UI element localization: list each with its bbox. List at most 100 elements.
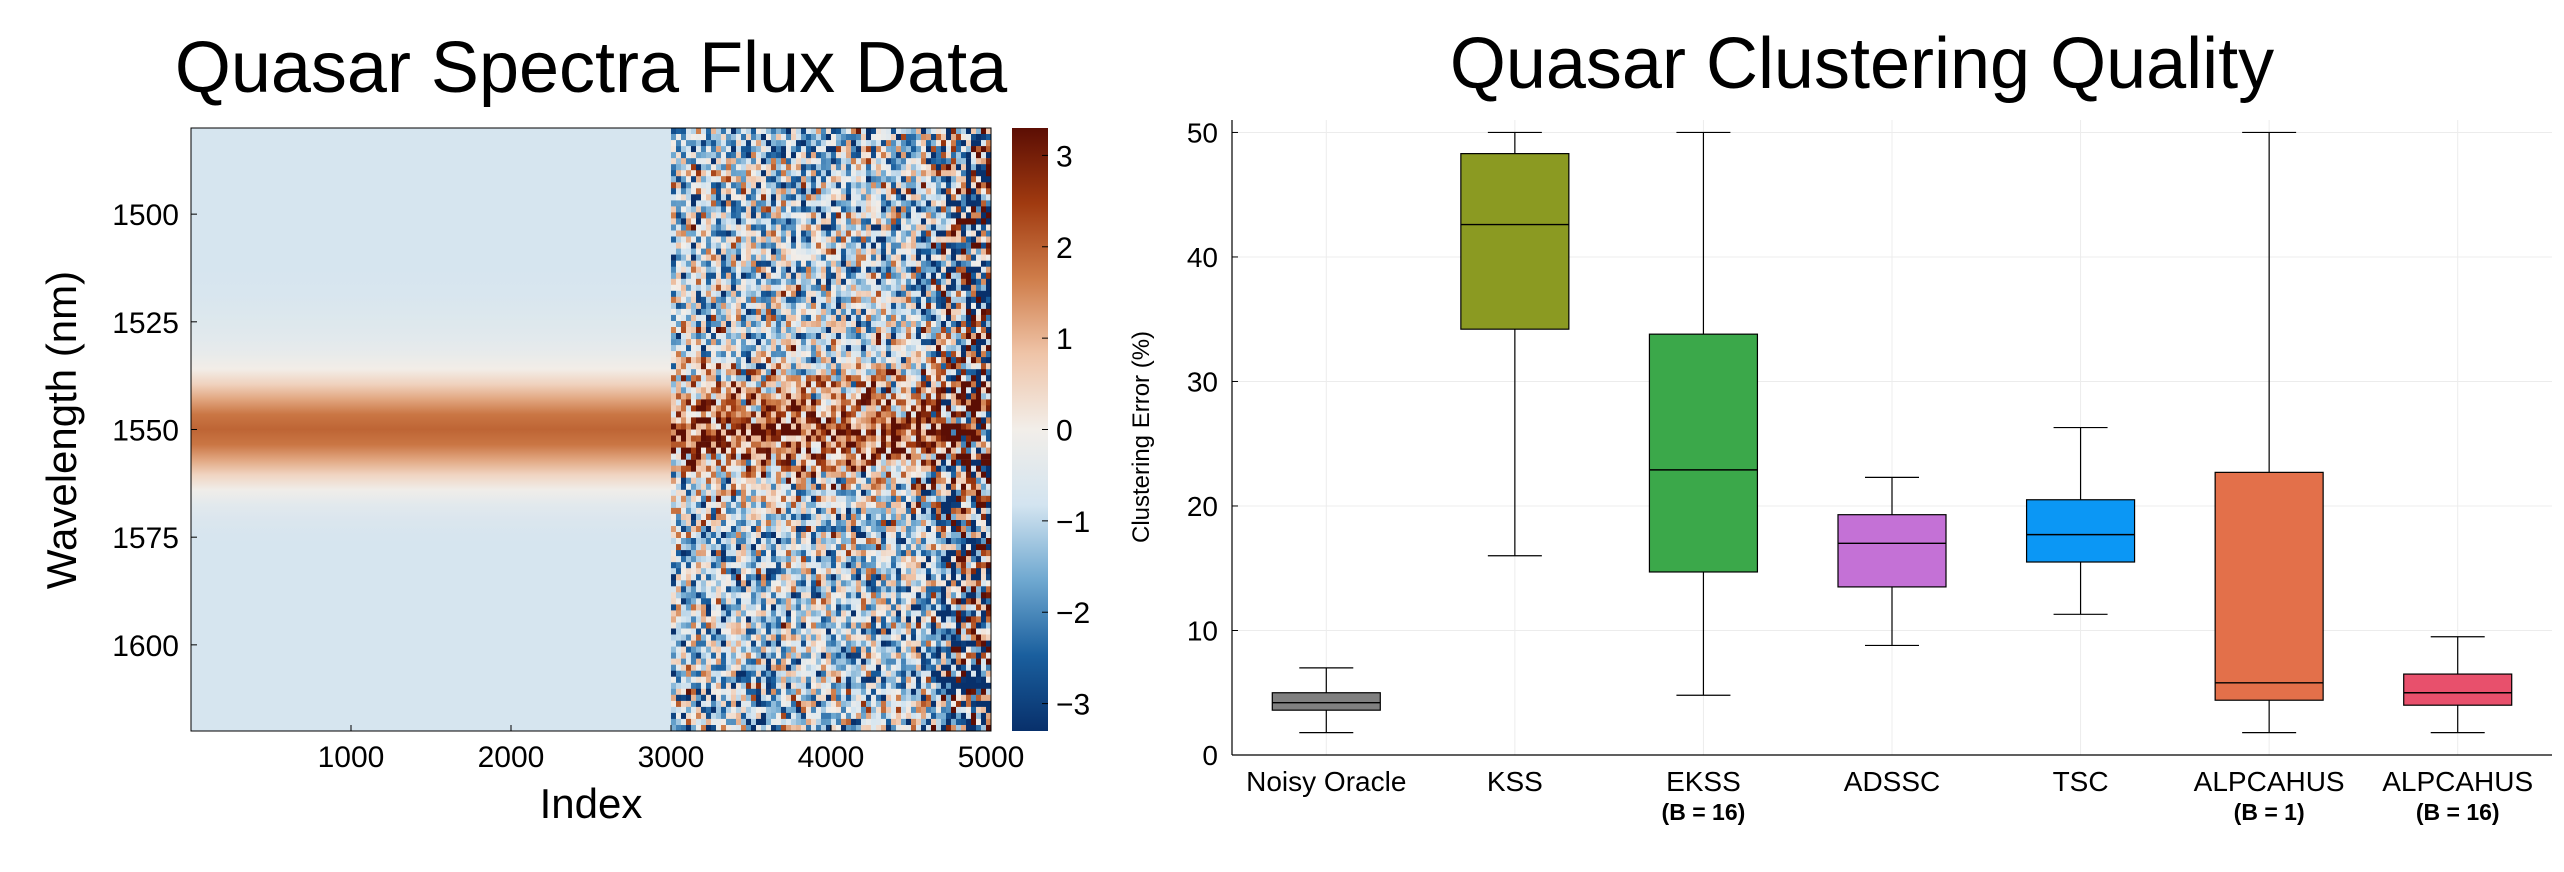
heatmap-cell — [681, 290, 686, 298]
heatmap-cell — [686, 725, 691, 731]
heatmap-cell — [686, 369, 691, 376]
heatmap-cell — [681, 224, 686, 231]
heatmap-cell — [691, 308, 696, 316]
heatmap-cell — [676, 242, 681, 249]
heatmap-cell — [671, 520, 676, 527]
heatmap-cell — [691, 610, 696, 617]
heatmap-cell — [676, 694, 681, 702]
heatmap-cell — [676, 544, 681, 551]
heatmap-cell — [676, 652, 681, 659]
heatmap-cell — [681, 658, 686, 665]
heatmap-cell — [691, 218, 696, 225]
heatmap-cell — [671, 327, 676, 334]
heatmap-cell — [676, 375, 681, 382]
heatmap-cell — [671, 188, 676, 195]
heatmap-cell — [681, 550, 686, 557]
heatmap-cell — [691, 188, 696, 195]
heatmap-cell — [681, 447, 686, 454]
heatmap-cell — [686, 308, 691, 316]
heatmap-cell — [686, 321, 691, 328]
heatmap-cell — [691, 333, 696, 340]
heatmap-cell — [681, 128, 686, 135]
heatmap-cell — [671, 128, 676, 135]
heatmap-cell — [681, 538, 686, 545]
heatmap-cell — [686, 327, 691, 334]
heatmap-cell — [676, 387, 681, 394]
heatmap-cell — [676, 586, 681, 593]
heatmap-cell — [671, 562, 676, 569]
heatmap-cell — [671, 634, 676, 641]
heatmap-cell — [676, 357, 681, 364]
heatmap-cell — [676, 158, 681, 165]
heatmap-cell — [681, 182, 686, 189]
heatmap-cell — [691, 212, 696, 219]
heatmap-cell — [671, 230, 676, 237]
heatmap-cell — [691, 550, 696, 557]
heatmap-cell — [681, 188, 686, 195]
heatmap-cell — [691, 230, 696, 237]
heatmap-cell — [686, 212, 691, 219]
heatmap-cell — [686, 375, 691, 382]
heatmap-cell — [671, 447, 676, 454]
heatmap-cell — [681, 670, 686, 677]
heatmap-cell — [691, 357, 696, 364]
heatmap-cell — [671, 399, 676, 406]
heatmap-cell — [691, 339, 696, 346]
heatmap-cell — [691, 634, 696, 641]
heatmap-cell — [686, 206, 691, 213]
heatmap-cell — [676, 489, 681, 497]
heatmap-cell — [676, 435, 681, 442]
heatmap-cell — [671, 670, 676, 677]
heatmap-cell — [676, 682, 681, 690]
heatmap-cell — [686, 405, 691, 412]
heatmap-cell — [686, 670, 691, 677]
heatmap-cell — [671, 194, 676, 201]
heatmap-cell — [681, 266, 686, 273]
heatmap-cell — [686, 550, 691, 557]
heatmap-cell — [681, 592, 686, 599]
heatmap-cell — [691, 429, 696, 436]
heatmap-cell — [671, 393, 676, 400]
heatmap-cell — [671, 345, 676, 352]
heatmap-cell — [691, 520, 696, 527]
heatmap-cell — [676, 616, 681, 623]
heatmap-cell — [686, 339, 691, 346]
heatmap-cell — [686, 260, 691, 267]
heatmap-cell — [681, 242, 686, 249]
heatmap-cell — [686, 646, 691, 653]
heatmap-cell — [686, 134, 691, 141]
heatmap-cell — [686, 290, 691, 298]
heatmap-cell — [691, 152, 696, 159]
heatmap-cell — [691, 532, 696, 539]
heatmap-cell — [676, 495, 681, 503]
heatmap-cell — [691, 622, 696, 629]
heatmap-cell — [691, 351, 696, 358]
heatmap-cell — [681, 628, 686, 635]
heatmap-cell — [676, 700, 681, 708]
heatmap-cell — [671, 206, 676, 213]
heatmap-cell — [671, 495, 676, 503]
heatmap-cell — [686, 483, 691, 491]
heatmap-cell — [676, 248, 681, 255]
heatmap-cell — [691, 321, 696, 328]
heatmap-cell — [671, 574, 676, 581]
heatmap-cell — [681, 598, 686, 605]
heatmap-cell — [676, 284, 681, 292]
heatmap-cell — [686, 459, 691, 466]
heatmap-cell — [676, 194, 681, 201]
heatmap-cell — [691, 134, 696, 141]
heatmap-cell — [686, 158, 691, 165]
heatmap-cell — [686, 544, 691, 551]
heatmap-cell — [691, 266, 696, 273]
heatmap-cell — [686, 314, 691, 322]
heatmap-cell — [671, 550, 676, 557]
heatmap-cell — [691, 411, 696, 418]
heatmap-cell — [691, 459, 696, 466]
heatmap-cell — [686, 399, 691, 406]
heatmap-cell — [691, 471, 696, 478]
heatmap-cell — [681, 254, 686, 261]
heatmap-cell — [686, 688, 691, 696]
heatmap-cell — [681, 652, 686, 659]
heatmap-cell — [686, 580, 691, 587]
